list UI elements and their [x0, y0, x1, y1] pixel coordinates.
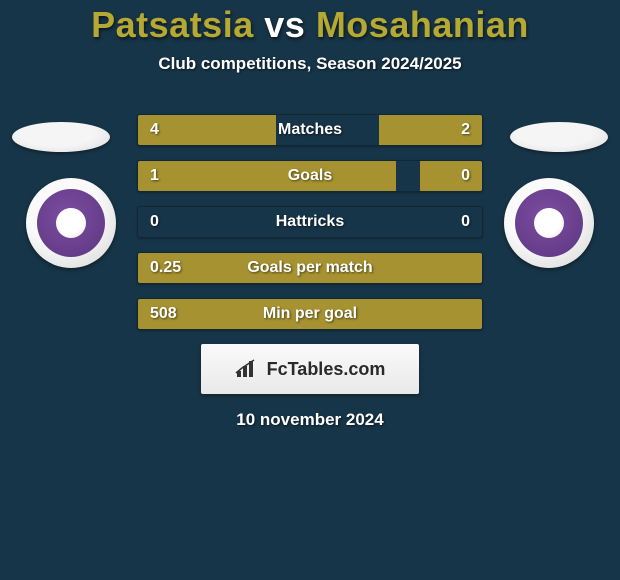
stat-value-left: 0 [150, 207, 159, 237]
left-team-badge [26, 178, 116, 268]
title-player-left: Patsatsia [91, 4, 254, 45]
stat-row: 0.25 Goals per match [137, 252, 483, 284]
shield-icon [37, 189, 105, 257]
shield-icon [515, 189, 583, 257]
header: Patsatsia vs Mosahanian Club competition… [0, 0, 620, 74]
right-team-badge [504, 178, 594, 268]
title-player-right: Mosahanian [316, 4, 529, 45]
stat-row: 1 Goals 0 [137, 160, 483, 192]
stat-value-right: 0 [461, 207, 470, 237]
bar-right [379, 115, 482, 145]
bar-left [138, 299, 482, 329]
subtitle: Club competitions, Season 2024/2025 [0, 54, 620, 74]
stat-row: 508 Min per goal [137, 298, 483, 330]
title-vs: vs [264, 4, 305, 45]
right-team-flag-placeholder [510, 122, 608, 152]
bar-left [138, 253, 482, 283]
stats-table: 4 Matches 2 1 Goals 0 0 Hattricks 0 0.25… [137, 114, 483, 330]
bar-chart-icon [235, 359, 261, 379]
logo-text: FcTables.com [267, 359, 386, 380]
date-label: 10 november 2024 [0, 410, 620, 430]
bar-left [138, 115, 276, 145]
stat-label: Hattricks [138, 207, 482, 237]
left-team-flag-placeholder [12, 122, 110, 152]
source-logo: FcTables.com [201, 344, 419, 394]
page-title: Patsatsia vs Mosahanian [0, 4, 620, 46]
bar-right [420, 161, 482, 191]
bar-left [138, 161, 396, 191]
stat-row: 0 Hattricks 0 [137, 206, 483, 238]
stat-row: 4 Matches 2 [137, 114, 483, 146]
